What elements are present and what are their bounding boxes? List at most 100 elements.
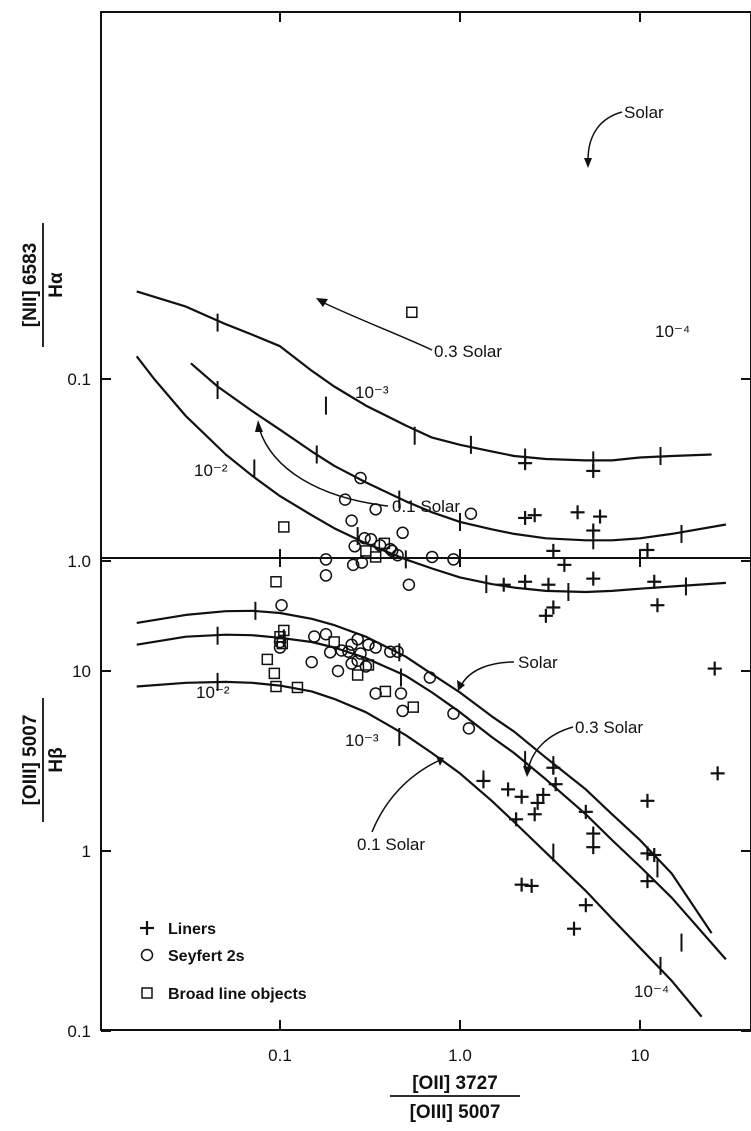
bottom-broad-line-point — [276, 637, 289, 650]
bottom-arrow-solar-01 — [371, 759, 441, 833]
top-liner-point — [546, 543, 561, 558]
top-y-tick-label: 0.1 — [67, 370, 91, 389]
top-label-u-1e3: 10⁻³ — [355, 383, 389, 402]
bottom-liner-point — [578, 804, 593, 819]
bottom-label-u-1e4: 10⁻⁴ — [634, 982, 669, 1001]
bottom-seyfert-point — [462, 722, 476, 735]
bottom-broad-line-point — [268, 667, 281, 680]
top-curve-0-3-solar — [190, 362, 727, 542]
top-liner-point — [546, 600, 561, 615]
top-seyfert-point — [308, 630, 321, 643]
bottom-liner-point — [536, 787, 551, 802]
bottom-seyfert-point — [396, 704, 409, 718]
bottom-seyfert-point — [391, 645, 404, 658]
bottom-liner-point — [476, 773, 491, 788]
top-liner-point — [570, 505, 585, 520]
top-liner-point — [518, 456, 533, 471]
bottom-label-solar-01: 0.1 Solar — [357, 835, 425, 854]
bottom-seyfert-point — [384, 645, 397, 658]
top-arrow-solar-01 — [258, 427, 389, 507]
top-seyfert-point — [275, 598, 288, 612]
top-liner-point — [557, 557, 572, 572]
bottom-y-tick-label: 0.1 — [67, 1022, 91, 1041]
bottom-y-title-numerator: [OIII] 5007 — [20, 715, 41, 806]
bottom-curve-0-1-solar — [136, 680, 703, 1018]
bottom-arrow-solar — [461, 661, 515, 685]
legend-label-broad: Broad line objects — [168, 986, 307, 1003]
bottom-broad-line-point — [379, 685, 392, 698]
bottom-y-tick-label: 10 — [72, 662, 91, 681]
bottom-liner-point — [524, 878, 539, 893]
bottom-broad-line-point — [351, 669, 364, 681]
bottom-broad-line-point — [407, 701, 420, 713]
top-label-u-1e2: 10⁻² — [194, 461, 228, 480]
bottom-broad-line-point — [291, 681, 304, 694]
legend-marker-circle — [140, 948, 154, 962]
legend: Liners Seyfert 2s Broad line objects — [140, 921, 307, 1003]
top-arrow-solar-03-head — [316, 298, 328, 307]
top-y-title-numerator: [NII] 6583 — [20, 243, 41, 327]
top-liner-point — [541, 577, 556, 592]
top-liner-point — [586, 463, 601, 478]
bottom-liner-point — [530, 795, 545, 810]
bottom-seyfert-point — [447, 707, 460, 720]
top-label-u-1e4: 10⁻⁴ — [655, 322, 690, 341]
top-label-solar-01: 0.1 Solar — [392, 497, 460, 516]
top-arrow-solar — [587, 111, 623, 161]
bottom-broad-line-point — [278, 624, 290, 637]
top-arrow-solar-03 — [321, 301, 433, 351]
top-seyfert-point — [447, 553, 460, 566]
top-broad-line-point — [378, 537, 391, 550]
bottom-seyfert-point — [342, 645, 355, 658]
bottom-liner-point — [514, 877, 529, 892]
top-seyfert-point — [346, 558, 360, 572]
legend-label-seyfert: Seyfert 2s — [168, 948, 245, 965]
bottom-liner-point — [640, 874, 655, 889]
top-liner-point — [586, 571, 601, 586]
bottom-label-u-1e2: 10⁻² — [196, 683, 230, 702]
bottom-seyfert-point — [319, 628, 333, 641]
bottom-seyfert-point — [323, 646, 337, 659]
top-broad-line-point — [360, 545, 372, 557]
top-liner-point — [527, 508, 542, 523]
bottom-data-points — [261, 624, 725, 936]
top-liner-point — [650, 598, 665, 613]
bottom-liner-point — [567, 921, 582, 936]
bottom-arrow-solar-01-head — [436, 756, 444, 766]
bottom-curve-0-3-solar — [136, 633, 727, 961]
bottom-seyfert-point — [369, 641, 382, 654]
top-liner-point — [586, 523, 601, 538]
top-arrow-solar-01-head — [255, 420, 263, 432]
bottom-liner-point — [586, 826, 601, 841]
bottom-label-u-1e3: 10⁻³ — [345, 731, 379, 750]
top-liner-point — [538, 608, 553, 623]
top-seyfert-point — [348, 540, 361, 553]
bottom-seyfert-point — [345, 657, 358, 670]
bottom-seyfert-point — [354, 647, 367, 660]
legend-label-liners: Liners — [168, 921, 216, 938]
bottom-liner-point — [710, 766, 725, 781]
bottom-seyfert-point — [359, 660, 373, 673]
bottom-broad-line-point — [274, 630, 286, 643]
top-label-solar-03: 0.3 Solar — [434, 342, 502, 361]
top-seyfert-point — [345, 514, 358, 527]
top-model-curves — [135, 290, 727, 601]
top-liner-point — [593, 509, 608, 524]
legend-marker-plus — [140, 921, 154, 935]
top-seyfert-point — [319, 569, 333, 582]
top-broad-line-point — [270, 575, 282, 588]
top-seyfert-point — [358, 532, 371, 545]
bottom-broad-line-point — [261, 653, 274, 666]
bottom-curve-solar — [136, 609, 713, 934]
bottom-liner-point — [578, 898, 593, 913]
bottom-broad-line-point — [328, 636, 340, 648]
bottom-liner-point — [546, 760, 561, 775]
x-title-denominator: [OIII] 5007 — [410, 1102, 501, 1123]
bottom-arrow-solar-03 — [527, 726, 574, 771]
legend-marker-square — [141, 987, 153, 999]
bottom-seyfert-point — [394, 687, 408, 700]
top-data-points — [270, 306, 722, 676]
top-curve-0-1-solar — [136, 290, 712, 462]
